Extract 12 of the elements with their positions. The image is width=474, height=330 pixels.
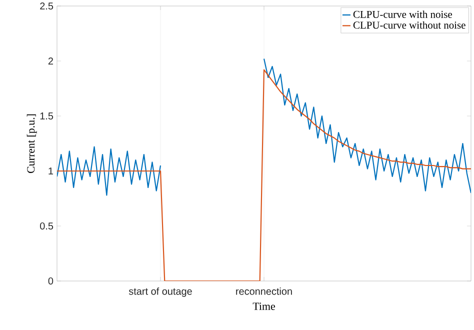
y-tick-label: 0.5 — [40, 222, 54, 230]
x-axis-title: Time — [252, 302, 275, 310]
y-tick-label: 0 — [48, 277, 54, 285]
y-tick-label: 1 — [48, 168, 53, 174]
y-tick-label: 1.5 — [40, 112, 54, 120]
x-tick-label: start of outage — [128, 288, 192, 297]
y-axis-title: Current [p.u.] — [26, 114, 37, 174]
x-tick-label: reconnection — [236, 288, 292, 295]
legend-label: CLPU-curve without noise — [353, 21, 466, 29]
y-tick-label: 2.5 — [40, 2, 54, 10]
legend-label: CLPU-curve with noise — [353, 10, 452, 18]
y-tick-label: 2 — [48, 58, 53, 64]
